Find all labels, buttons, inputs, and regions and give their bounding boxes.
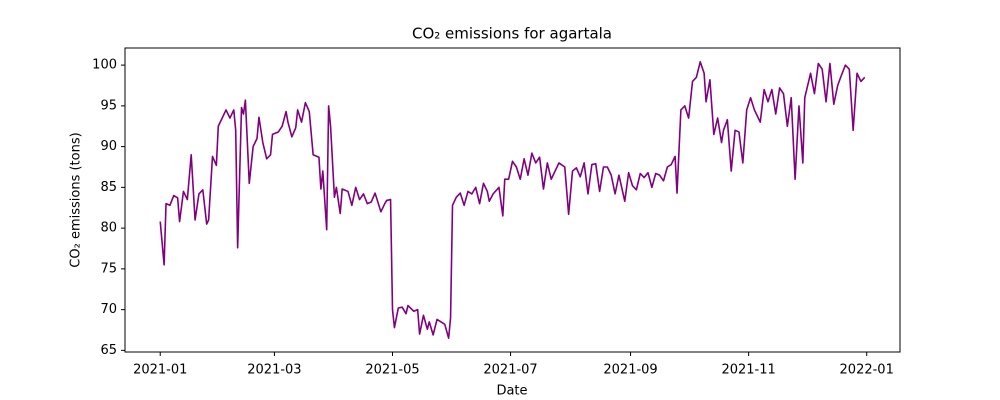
x-tick-label: 2021-01 (133, 363, 187, 378)
x-axis-label: Date (496, 384, 527, 399)
y-tick-label: 85 (100, 180, 117, 195)
y-tick-label: 70 (100, 302, 117, 317)
x-tick-label: 2021-03 (247, 363, 301, 378)
y-tick-label: 90 (100, 139, 117, 154)
y-axis-label: CO₂ emissions (tons) (69, 132, 84, 267)
x-tick-label: 2021-05 (365, 363, 419, 378)
chart-title: CO₂ emissions for agartala (412, 25, 612, 43)
x-tick-label: 2021-11 (721, 363, 775, 378)
y-tick-label: 100 (92, 58, 117, 73)
x-tick-label: 2021-07 (483, 363, 537, 378)
line (159, 61, 866, 339)
y-tick-label: 95 (100, 98, 117, 113)
y-tick-label: 80 (100, 221, 117, 236)
plot-frame (124, 47, 901, 353)
y-tick-label: 75 (100, 261, 117, 276)
y-tick-label: 65 (100, 343, 117, 358)
x-tick-label: 2021-09 (603, 363, 657, 378)
x-tick-label: 2022-01 (840, 363, 894, 378)
